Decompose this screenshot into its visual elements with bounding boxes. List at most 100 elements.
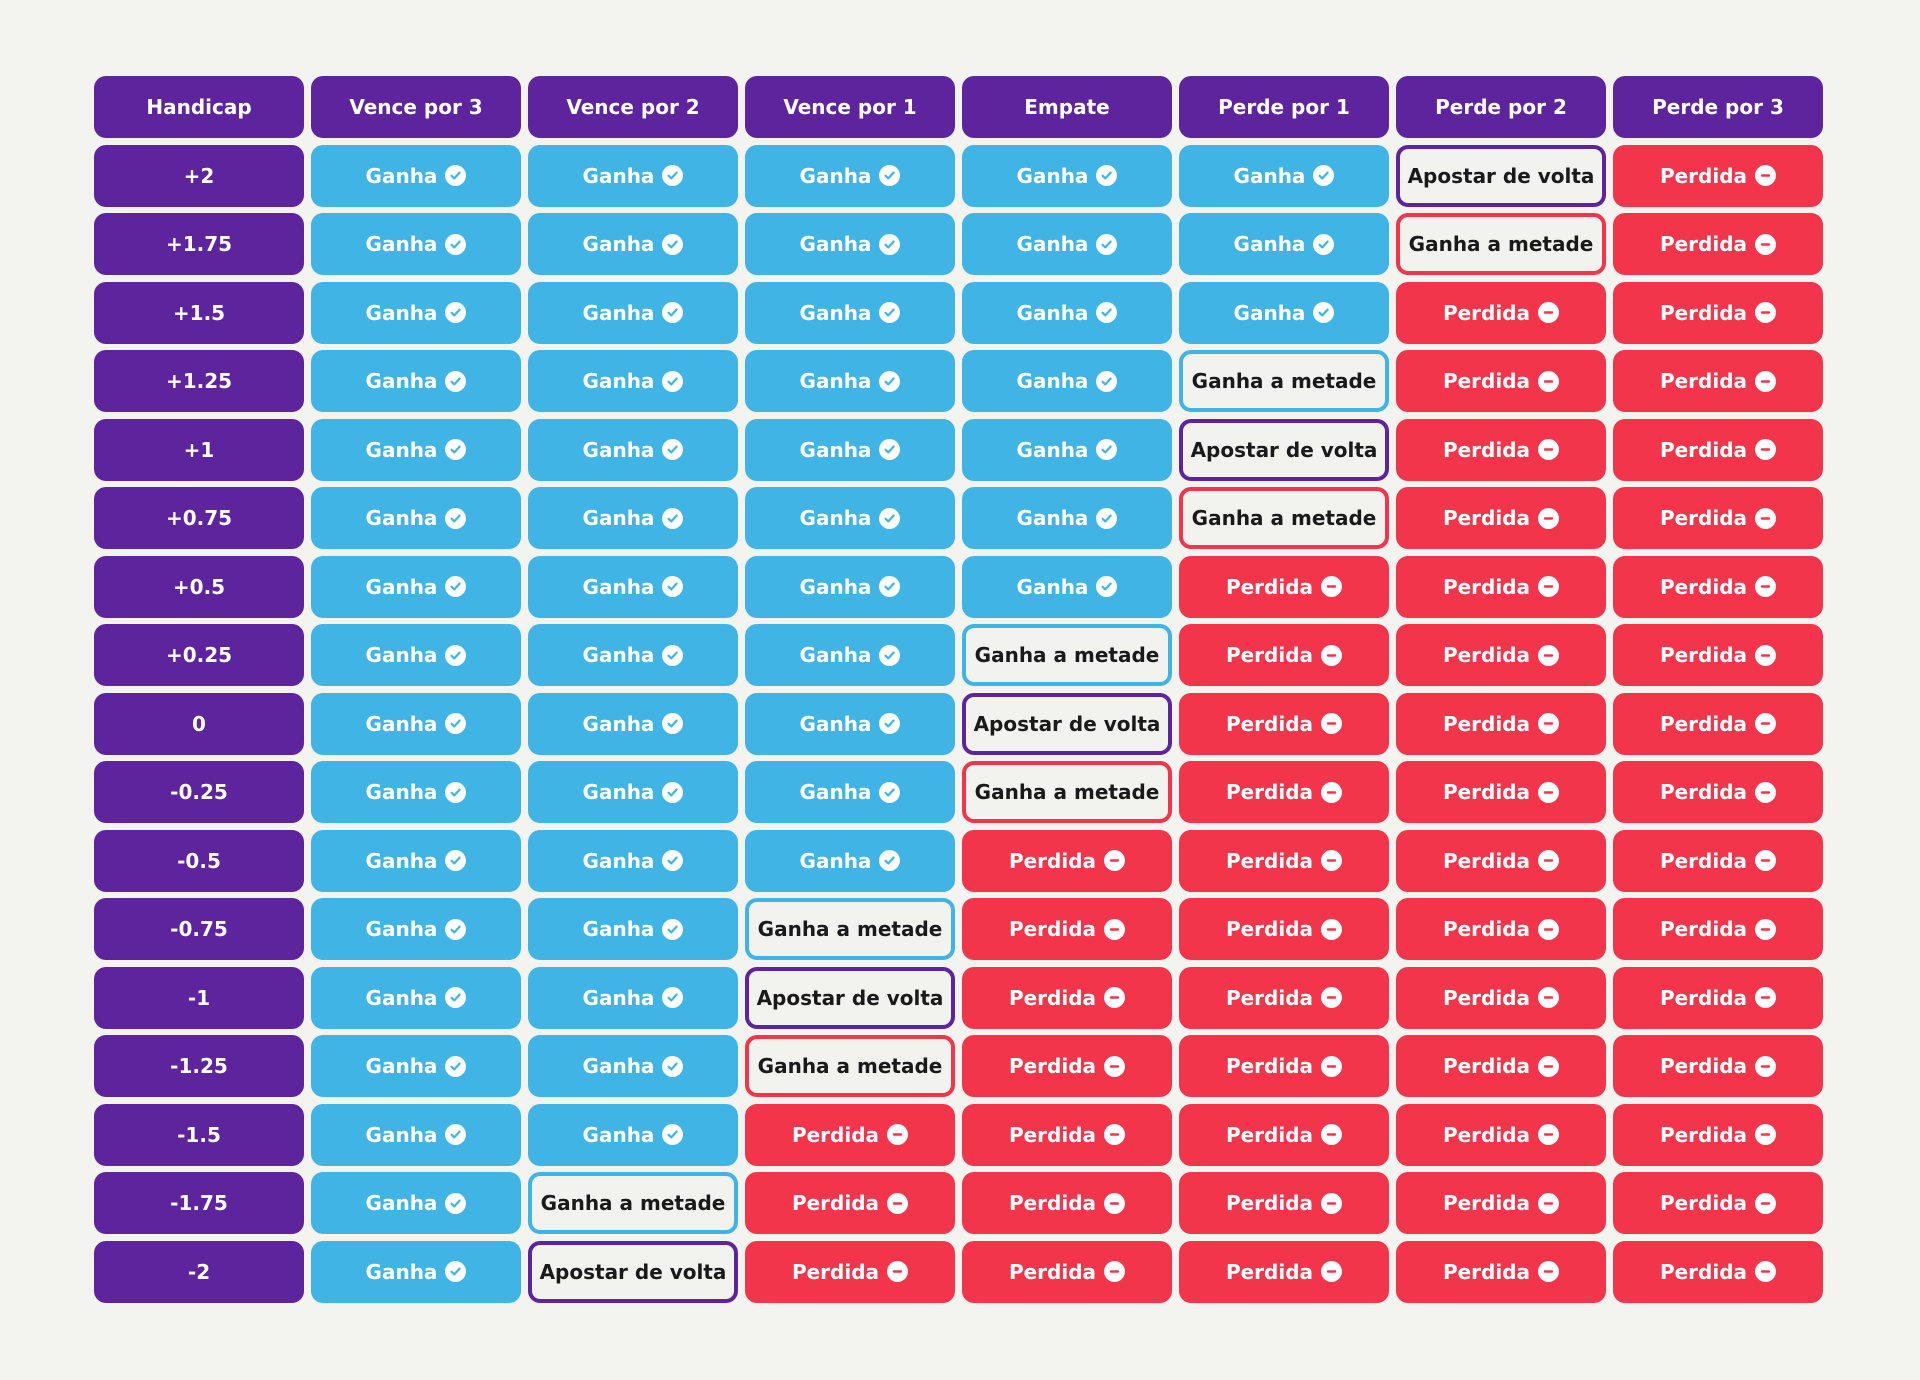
result-label: Ganha (365, 780, 438, 804)
result-label: Ganha (799, 711, 872, 736)
result-label: Perdida (1225, 574, 1314, 599)
result-label: Ganha (365, 1122, 438, 1147)
result-label: Perdida (1225, 848, 1314, 873)
handicap-value: -0.5 (94, 829, 304, 892)
check-circle-icon (445, 644, 467, 666)
result-win: Ganha (745, 555, 955, 618)
result-loss: Perdida (1179, 1035, 1389, 1097)
check-circle-icon (1096, 165, 1118, 186)
minus-circle-icon (1538, 507, 1560, 529)
result-label: Ganha (799, 232, 872, 256)
result-label: Perdida (1225, 711, 1314, 736)
result-win: Ganha (745, 418, 955, 481)
handicap-label: -1.25 (170, 1054, 228, 1078)
result-label: Perdida (1225, 1259, 1314, 1284)
minus-circle-icon (1321, 1055, 1343, 1077)
check-circle-icon (662, 507, 684, 529)
header-outcome: Perde por 3 (1613, 76, 1823, 138)
handicap-value: +1 (94, 418, 304, 481)
handicap-label: +0.5 (172, 574, 226, 599)
result-label: Perdida (1442, 985, 1531, 1010)
result-win: Ganha (745, 350, 955, 412)
result-label: Perdida (1442, 1191, 1531, 1215)
result-win: Ganha (745, 624, 955, 686)
result-label: Ganha (582, 780, 655, 804)
result-label: Ganha (799, 506, 872, 530)
header-label: Perde por 2 (1435, 95, 1567, 119)
result-label: Ganha (365, 985, 438, 1010)
check-circle-icon (1096, 370, 1118, 392)
minus-circle-icon (1755, 1055, 1777, 1077)
result-label: Ganha (1233, 300, 1306, 325)
result-label: Ganha (582, 300, 655, 325)
check-circle-icon (662, 439, 684, 460)
result-loss: Perdida (745, 1103, 955, 1166)
minus-circle-icon (1104, 1055, 1126, 1077)
result-loss: Perdida (1396, 281, 1606, 344)
handicap-value: +1.5 (94, 281, 304, 344)
check-circle-icon (445, 918, 467, 940)
handicap-label: +1.75 (165, 232, 233, 256)
handicap-table: Handicap Vence por 3 Vence por 2 Vence por … (94, 76, 1823, 1303)
result-label: Ganha (582, 506, 655, 530)
result-win: Ganha (962, 350, 1172, 412)
result-label: Perdida (1442, 711, 1531, 736)
result-loss: Perdida (745, 1172, 955, 1234)
result-label: Ganha a metade (1408, 232, 1594, 256)
result-label: Ganha (799, 780, 872, 804)
result-label: Perdida (1659, 1054, 1748, 1078)
check-circle-icon (662, 233, 684, 255)
minus-circle-icon (1538, 576, 1560, 597)
handicap-label: -1 (187, 985, 211, 1010)
result-win: Ganha (528, 1103, 738, 1166)
result-loss: Perdida (1613, 213, 1823, 275)
result-label: Perdida (1659, 1259, 1748, 1284)
result-label: Perdida (1225, 917, 1314, 941)
result-win: Ganha (528, 350, 738, 412)
minus-circle-icon (1104, 918, 1126, 940)
result-label: Ganha (799, 437, 872, 462)
result-label: Ganha (1016, 574, 1089, 599)
result-label: Perdida (1442, 506, 1531, 530)
result-label: Perdida (791, 1191, 880, 1215)
result-loss: Perdida (1179, 555, 1389, 618)
minus-circle-icon (1538, 302, 1560, 323)
check-circle-icon (662, 165, 684, 186)
result-label: Ganha a metade (540, 1191, 726, 1215)
result-label: Ganha (799, 369, 872, 393)
minus-circle-icon (1321, 987, 1343, 1008)
header-label: Perde por 3 (1652, 95, 1784, 119)
result-label: Ganha (582, 163, 655, 188)
result-label: Perdida (1659, 780, 1748, 804)
handicap-value: -0.25 (94, 761, 304, 823)
result-label: Ganha (582, 848, 655, 873)
result-win: Ganha (311, 213, 521, 275)
result-win: Ganha (311, 418, 521, 481)
minus-circle-icon (1321, 1192, 1343, 1214)
result-loss: Perdida (1396, 966, 1606, 1029)
result-label: Ganha (1016, 506, 1089, 530)
result-loss: Perdida (1613, 281, 1823, 344)
result-loss: Perdida (1396, 761, 1606, 823)
result-win: Ganha (528, 144, 738, 207)
check-circle-icon (445, 439, 467, 460)
result-loss: Perdida (1179, 1240, 1389, 1303)
result-win: Ganha (528, 898, 738, 960)
check-circle-icon (879, 576, 901, 597)
minus-circle-icon (1755, 781, 1777, 803)
check-circle-icon (662, 576, 684, 597)
result-label: Perdida (791, 1259, 880, 1284)
result-label: Perdida (1008, 1191, 1097, 1215)
result-refund: Apostar de volta (745, 966, 955, 1029)
handicap-value: -1 (94, 966, 304, 1029)
result-win: Ganha (311, 487, 521, 549)
check-circle-icon (662, 987, 684, 1008)
result-label: Ganha a metade (757, 917, 943, 941)
handicap-label: +0.25 (165, 643, 233, 667)
check-circle-icon (879, 644, 901, 666)
handicap-value: -2 (94, 1240, 304, 1303)
minus-circle-icon (1538, 713, 1560, 734)
result-label: Ganha (1233, 232, 1306, 256)
minus-circle-icon (1755, 370, 1777, 392)
result-label: Ganha (799, 574, 872, 599)
